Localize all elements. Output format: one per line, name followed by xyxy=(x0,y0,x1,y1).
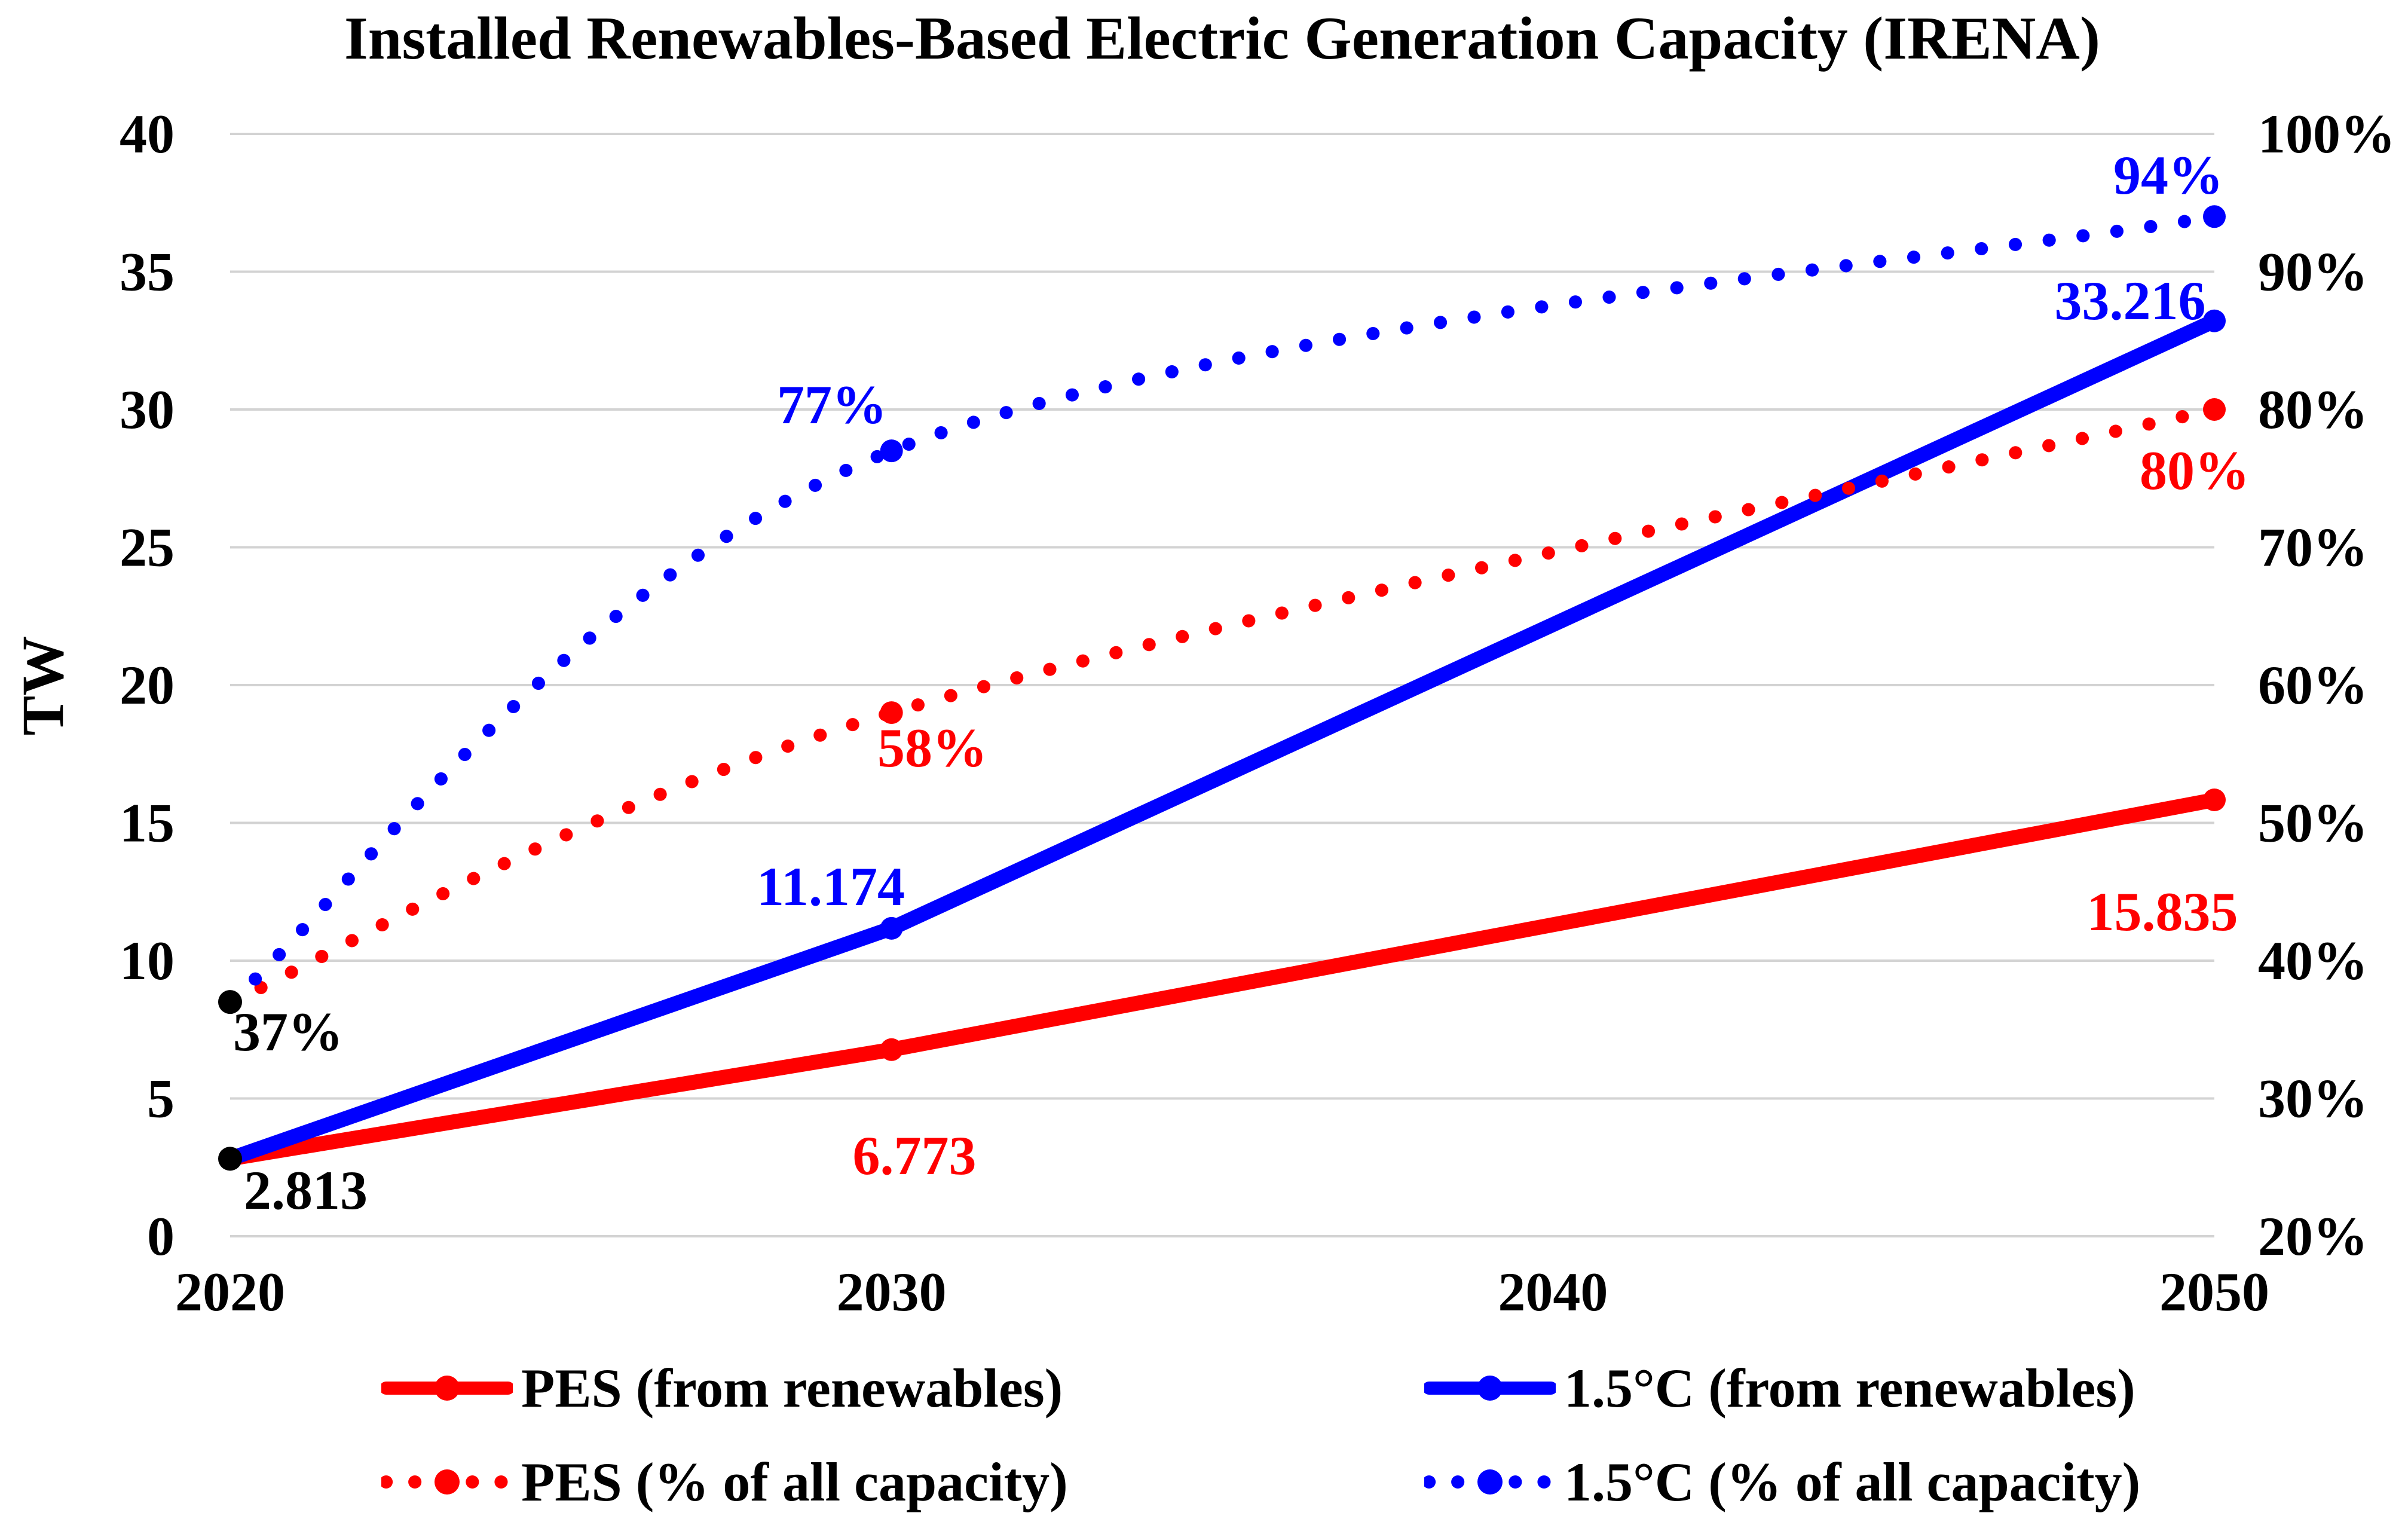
legend-item-pes-renewables: PES (from renewables) xyxy=(381,1358,1063,1418)
legend-label: PES (% of all capacity) xyxy=(521,1451,1068,1512)
legend-marker xyxy=(435,1469,460,1495)
series-line-2 xyxy=(224,403,2221,1009)
y-axis-tick-right: 80% xyxy=(2258,379,2368,440)
y-axis-tick-right: 50% xyxy=(2258,793,2368,854)
data-point-label: 58% xyxy=(877,717,987,778)
legend-marker xyxy=(1477,1469,1503,1495)
y-axis-tick-left: 35 xyxy=(120,242,175,302)
legend-label: PES (from renewables) xyxy=(521,1358,1063,1419)
data-point-marker xyxy=(880,439,903,463)
y-axis-tick-left: 30 xyxy=(120,379,175,440)
legend-item-15c-renewables: 1.5°C (from renewables) xyxy=(1424,1358,2135,1418)
legend-swatch-dotted-blue-icon xyxy=(1424,1469,1556,1495)
data-point-marker-overlap xyxy=(218,1147,242,1171)
x-axis-tick: 2050 xyxy=(2159,1261,2269,1322)
y-axis-tick-left: 5 xyxy=(147,1068,175,1129)
data-point-marker xyxy=(880,701,903,725)
data-point-label: 77% xyxy=(777,374,887,435)
data-point-label: 2.813 xyxy=(244,1160,368,1221)
y-axis-tick-right: 60% xyxy=(2258,655,2368,716)
data-point-marker xyxy=(2203,398,2226,421)
data-point-label: 37% xyxy=(233,1001,343,1062)
data-point-marker xyxy=(2203,205,2226,228)
y-axis-tick-left: 0 xyxy=(147,1206,175,1267)
x-axis-tick: 2040 xyxy=(1498,1261,1608,1322)
chart-title: Installed Renewables-Based Electric Gene… xyxy=(344,5,2100,72)
data-point-marker-overlap xyxy=(218,990,242,1014)
data-point-marker xyxy=(880,1038,903,1061)
data-point-marker xyxy=(2203,789,2226,812)
legend-swatch-solid-blue-icon xyxy=(1424,1376,1556,1401)
x-axis-tick: 2020 xyxy=(175,1261,285,1322)
y-axis-tick-right: 40% xyxy=(2258,930,2368,991)
data-point-label: 94% xyxy=(2113,145,2223,206)
x-axis-tick: 2030 xyxy=(837,1261,947,1322)
y-axis-tick-left: 15 xyxy=(120,793,175,854)
legend-label: 1.5°C (from renewables) xyxy=(1564,1358,2135,1419)
data-point-label: 11.174 xyxy=(757,856,905,917)
y-axis-tick-right: 100% xyxy=(2258,103,2395,164)
data-point-label: 80% xyxy=(2140,440,2250,501)
data-point-label: 6.773 xyxy=(853,1125,977,1186)
y-axis-tick-left: 10 xyxy=(120,930,175,991)
data-point-marker xyxy=(2203,309,2226,332)
series-line-3 xyxy=(224,210,2221,1009)
legend-swatch-solid-red-icon xyxy=(381,1376,513,1401)
legend-item-pes-percent: PES (% of all capacity) xyxy=(381,1452,1068,1512)
legend-item-15c-percent: 1.5°C (% of all capacity) xyxy=(1424,1452,2140,1512)
series-line-0 xyxy=(222,792,2222,1166)
y-axis-tick-left: 20 xyxy=(120,655,175,716)
legend-marker xyxy=(1477,1376,1503,1401)
y-axis-tick-left: 40 xyxy=(120,103,175,164)
data-point-marker xyxy=(880,916,903,940)
y-axis-tick-right: 20% xyxy=(2258,1206,2368,1267)
data-point-label: 33.216 xyxy=(2055,270,2206,331)
legend-label: 1.5°C (% of all capacity) xyxy=(1564,1451,2141,1512)
data-point-label: 15.835 xyxy=(2087,881,2238,942)
series-line-1 xyxy=(222,313,2222,1166)
y-axis-tick-right: 70% xyxy=(2258,517,2368,578)
legend-marker xyxy=(435,1376,460,1401)
y-axis-tick-right: 30% xyxy=(2258,1068,2368,1129)
legend-swatch-dotted-red-icon xyxy=(381,1469,513,1495)
y-axis-tick-right: 90% xyxy=(2258,242,2368,302)
y-axis-tick-left: 25 xyxy=(120,517,175,578)
